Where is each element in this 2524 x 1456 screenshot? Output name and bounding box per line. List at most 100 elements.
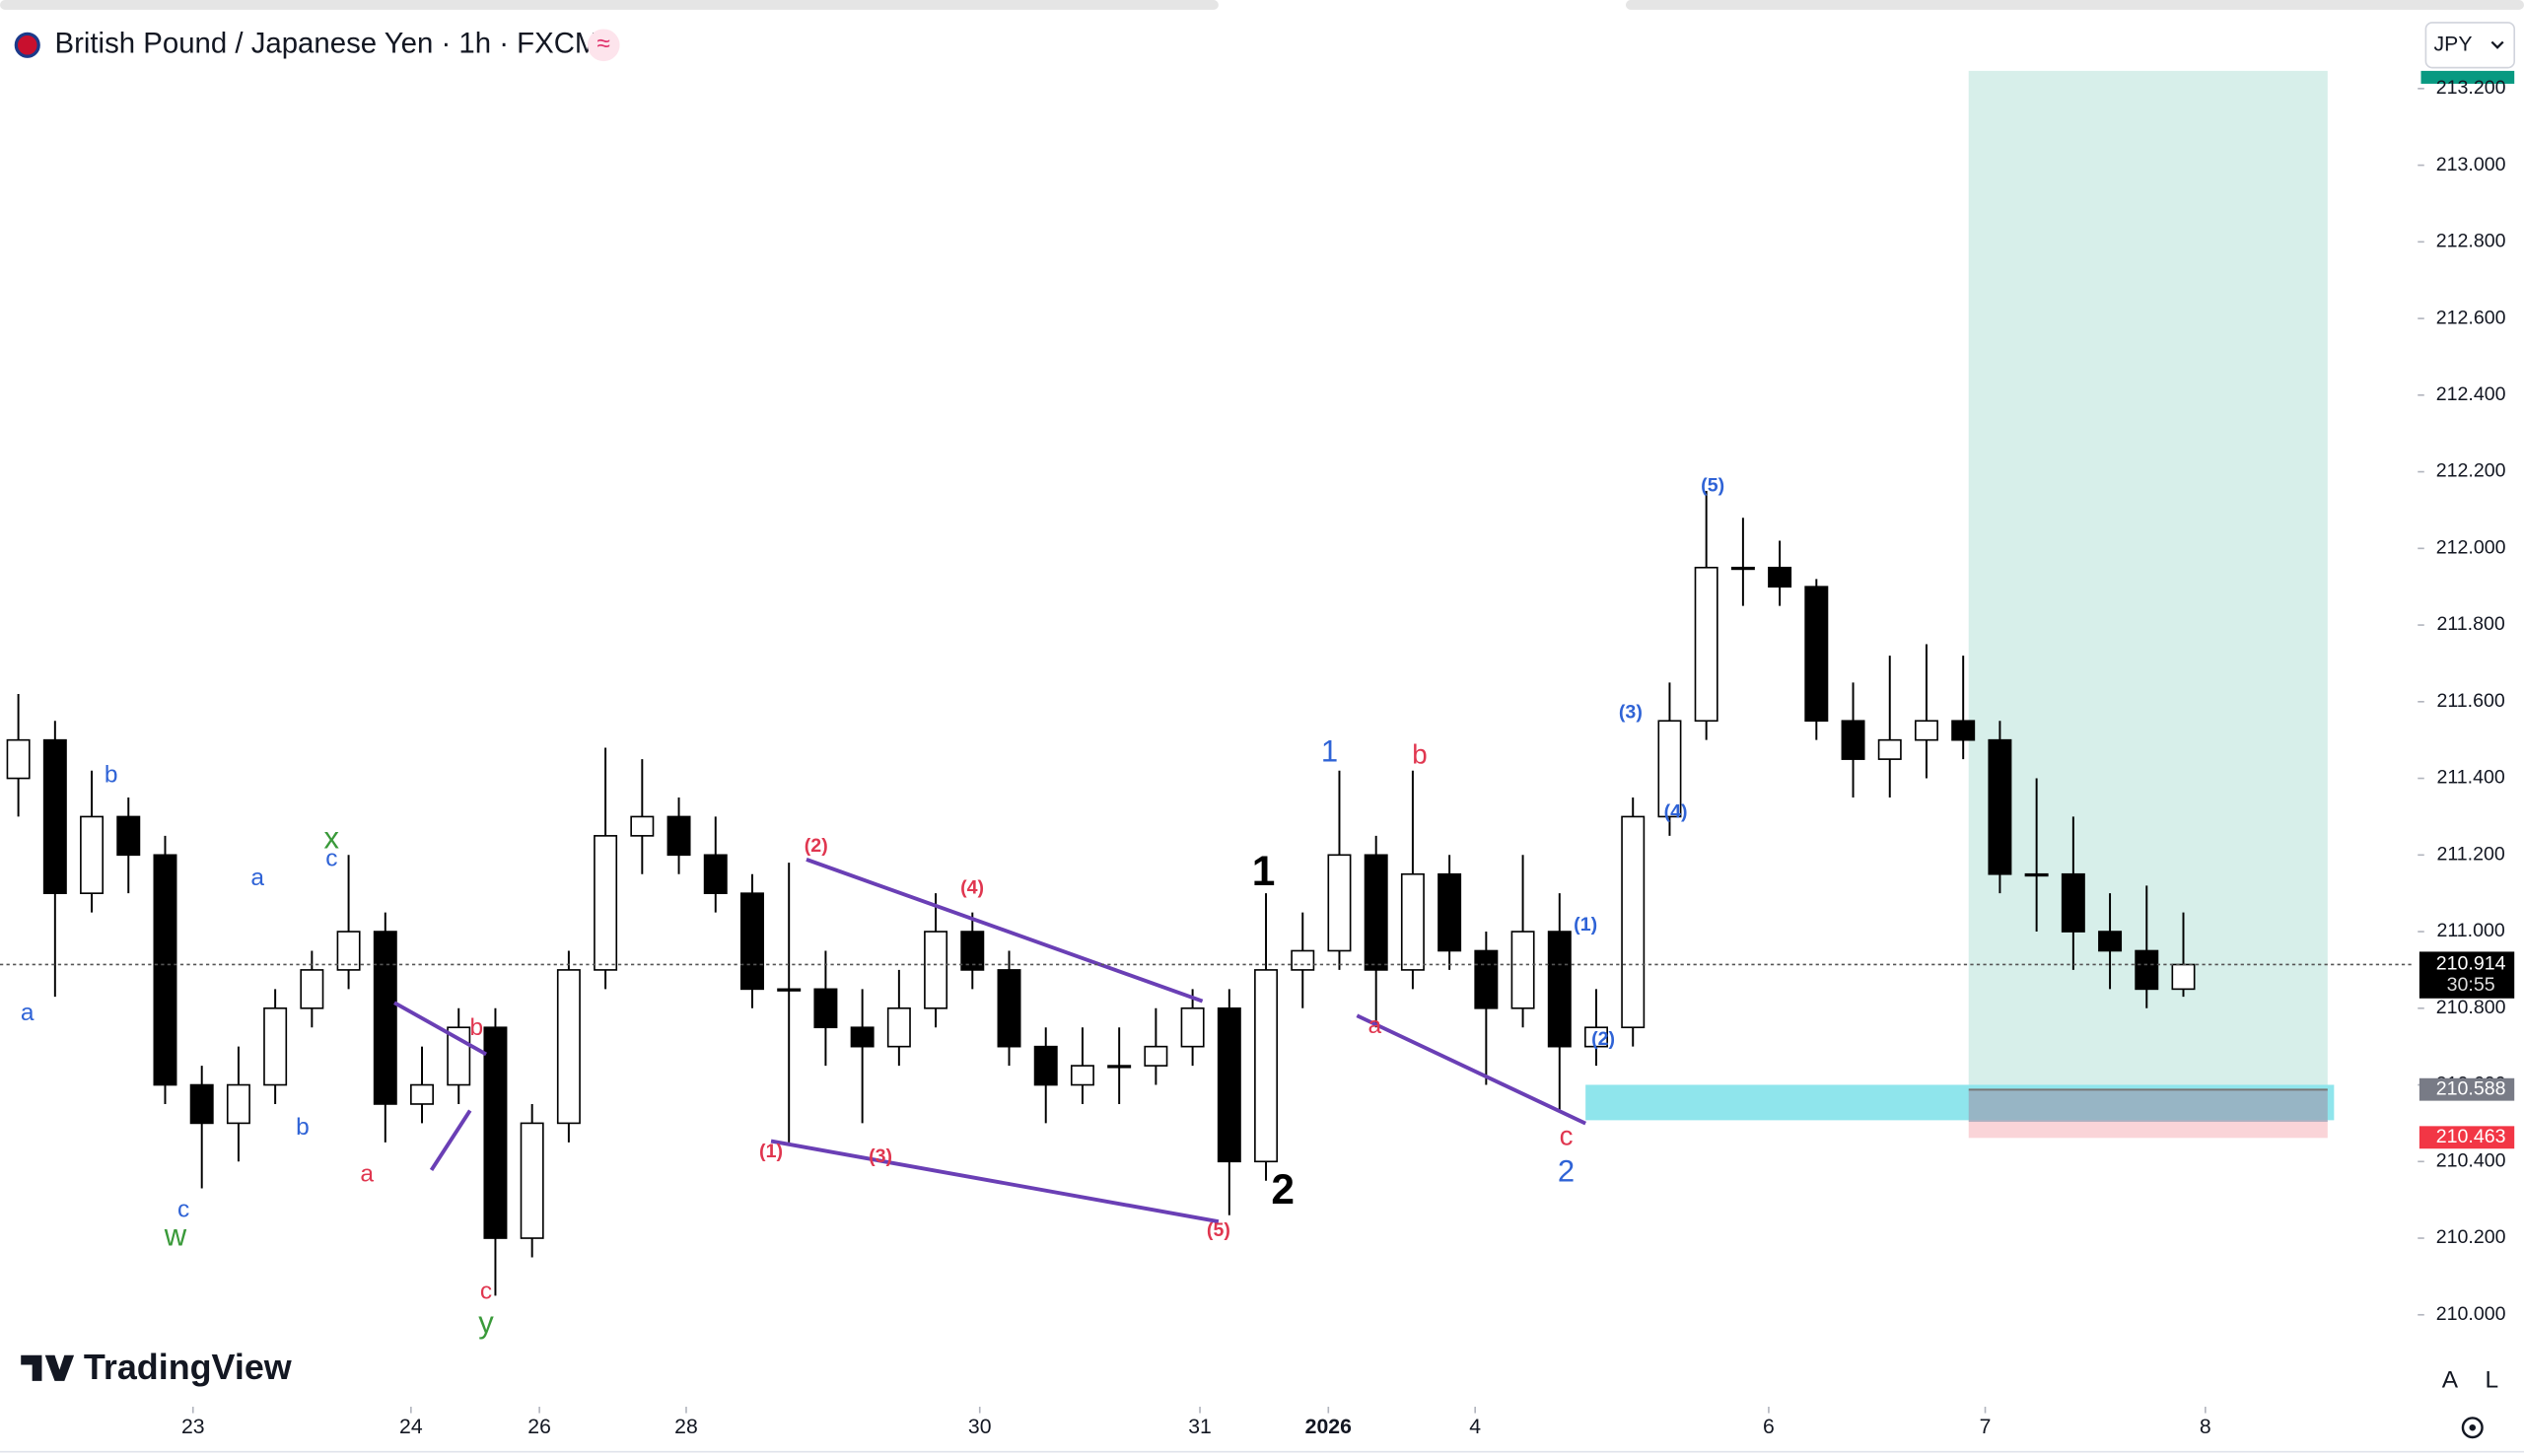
wave-label: 1	[1252, 848, 1276, 894]
trend-line[interactable]	[393, 1001, 488, 1057]
wave-label: (1)	[1574, 914, 1597, 936]
candle-body	[2024, 872, 2049, 877]
candle-body	[1694, 566, 1718, 723]
brand-name[interactable]: TradingView	[84, 1347, 292, 1387]
candle-body	[1474, 949, 1499, 1009]
target-zone[interactable]	[1968, 70, 2328, 1090]
wave-label: c	[1560, 1121, 1574, 1151]
candle-body	[1510, 931, 1535, 1009]
candle-body	[1914, 720, 1938, 741]
wave-label: (4)	[960, 876, 984, 898]
candle-body	[6, 738, 31, 780]
x-tick-label: 4	[1469, 1416, 1481, 1438]
candle-body	[1841, 720, 1865, 760]
candle-body	[520, 1122, 544, 1239]
y-tick-label: 210.200	[2436, 1226, 2506, 1248]
wave-label: 2	[1558, 1153, 1575, 1188]
target-price-tag	[2420, 70, 2515, 84]
candle-body	[813, 988, 838, 1029]
y-tick-label: 212.400	[2436, 383, 2506, 405]
wave-label: (3)	[1619, 701, 1643, 723]
candle-body	[1547, 931, 1572, 1048]
candle-body	[1180, 1006, 1205, 1048]
candle-body	[80, 815, 105, 894]
wave-label: y	[478, 1305, 494, 1340]
candle-body	[1988, 738, 2012, 875]
trend-line[interactable]	[770, 1139, 1220, 1224]
log-label[interactable]: L	[2486, 1366, 2499, 1393]
x-tick-label: 30	[968, 1416, 992, 1438]
candle-body	[666, 815, 691, 857]
wave-label: w	[164, 1218, 187, 1253]
candle-body	[703, 854, 728, 894]
candle-body	[1437, 872, 1462, 952]
x-tick-label: 2026	[1305, 1416, 1352, 1438]
candle-body	[1400, 872, 1425, 971]
settings-icon[interactable]	[2461, 1417, 2484, 1439]
candle-body	[777, 988, 802, 992]
x-tick-label: 23	[181, 1416, 205, 1438]
wave-label: 1	[1321, 733, 1338, 768]
candle-body	[1364, 854, 1388, 971]
candle-body	[1877, 738, 1902, 760]
candle-body	[739, 892, 764, 991]
x-tick-label: 24	[399, 1416, 423, 1438]
plot-area	[6, 88, 2424, 1414]
stop-tag	[2419, 1126, 2515, 1149]
wave-label: (2)	[1591, 1028, 1615, 1050]
candle-body	[1144, 1045, 1168, 1067]
stop-tag-label: 210.463	[2436, 1126, 2506, 1147]
wave-label: (4)	[1664, 801, 1688, 823]
currency-button[interactable]	[2424, 22, 2516, 69]
y-tick-label: 210.400	[2436, 1149, 2506, 1171]
candle-body	[1217, 1006, 1241, 1163]
wave-label: (5)	[1701, 474, 1724, 496]
auto-label: A	[2442, 1366, 2459, 1393]
candle-body	[630, 815, 655, 837]
entry-tag	[2419, 1077, 2515, 1101]
candle-body	[1107, 1065, 1132, 1069]
wave-label: a	[21, 1000, 35, 1026]
auto-button[interactable]	[2431, 1361, 2468, 1398]
candle-body	[116, 815, 141, 857]
trend-line[interactable]	[806, 858, 1204, 1004]
candle-body	[1951, 720, 1976, 741]
candle-body	[153, 854, 177, 1086]
badge[interactable]: ≈	[597, 31, 610, 57]
y-tick-label: 212.000	[2436, 536, 2506, 558]
candle-body	[2098, 931, 2123, 952]
wave-label: c	[177, 1196, 189, 1222]
x-tick-label: 7	[1980, 1416, 1992, 1438]
candle-body	[594, 835, 618, 971]
candle-body	[960, 931, 985, 971]
candle-body	[226, 1083, 250, 1125]
badge-bg	[587, 29, 620, 62]
candle-body	[410, 1083, 434, 1105]
candle-body	[189, 1083, 214, 1125]
x-tick-label: 28	[674, 1416, 698, 1438]
candle-body	[1621, 815, 1646, 1029]
x-tick-label: 8	[2200, 1416, 2211, 1438]
candle-body	[2061, 872, 2085, 933]
x-tick-label: 6	[1763, 1416, 1775, 1438]
settings-icon-dot	[2469, 1423, 2477, 1431]
wave-label: (2)	[805, 835, 828, 857]
candle-body	[1584, 1026, 1608, 1048]
candle-body	[263, 1006, 288, 1086]
candle-body	[300, 969, 324, 1009]
wave-label: a	[360, 1160, 374, 1187]
candle-body	[336, 931, 361, 971]
symbol-title[interactable]: British Pound / Japanese Yen · 1h · FXCM	[55, 28, 599, 60]
scroll-bar	[1625, 0, 2524, 10]
y-tick-label: 211.800	[2436, 613, 2504, 635]
wave-label: c	[325, 845, 337, 871]
candle-body	[1291, 949, 1315, 971]
y-tick-label: 210.000	[2436, 1303, 2506, 1325]
entry-overlay	[1968, 1089, 2328, 1123]
candle-body	[1254, 969, 1279, 1163]
currency-label: JPY	[2434, 33, 2473, 55]
trend-line[interactable]	[429, 1109, 472, 1172]
y-tick-label: 210.800	[2436, 997, 2506, 1018]
trend-line[interactable]	[1356, 1013, 1586, 1126]
